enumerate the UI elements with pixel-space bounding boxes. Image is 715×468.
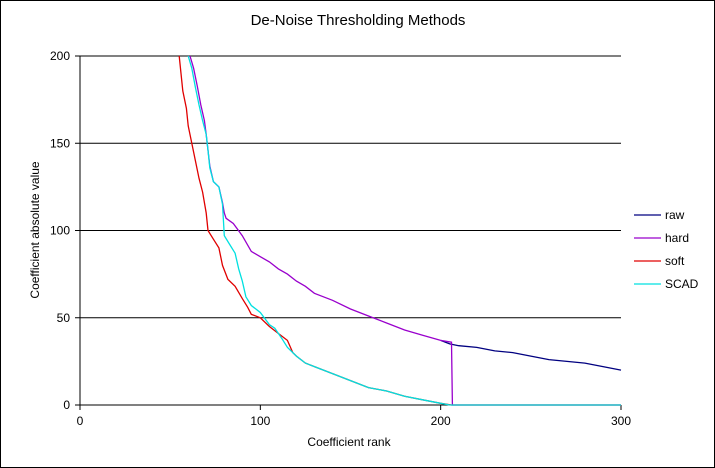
- y-tick-label: 150: [50, 136, 70, 150]
- gridlines: [80, 55, 621, 319]
- y-tick-label: 200: [50, 49, 70, 63]
- x-tick-label: 300: [611, 414, 631, 428]
- chart-title: De-Noise Thresholding Methods: [251, 12, 466, 29]
- legend-label: raw: [665, 208, 685, 222]
- y-axis-ticks: 0 50 100 150 200: [50, 49, 80, 412]
- y-tick-label: 50: [57, 311, 71, 325]
- x-axis-label: Coefficient rank: [307, 435, 391, 449]
- legend-label: SCAD: [665, 277, 699, 291]
- y-axis-label: Coefficient absolute value: [28, 161, 42, 299]
- series-line-raw: [440, 339, 622, 371]
- x-tick-label: 100: [250, 414, 270, 428]
- series-line-scad: [187, 55, 621, 406]
- x-tick-label: 0: [77, 414, 84, 428]
- series-layer: [178, 55, 622, 406]
- y-tick-label: 0: [63, 398, 70, 412]
- x-tick-label: 200: [431, 414, 451, 428]
- legend-label: hard: [665, 231, 689, 245]
- legend-label: soft: [665, 254, 685, 268]
- x-axis-ticks: 0 100 200 300: [77, 405, 631, 428]
- legend: raw hard soft SCAD: [634, 208, 699, 291]
- y-tick-label: 100: [50, 224, 70, 238]
